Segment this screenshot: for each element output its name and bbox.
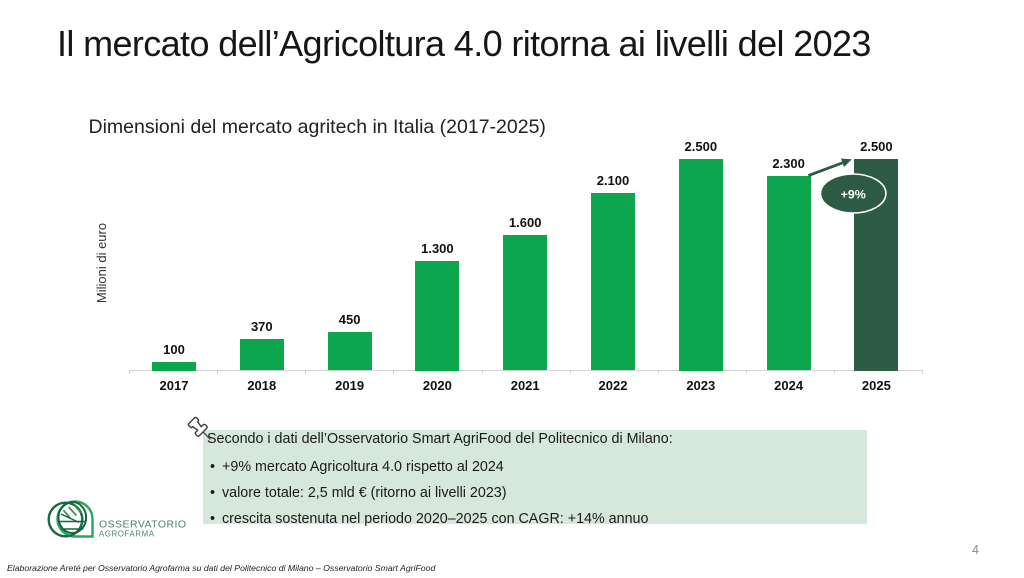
svg-text:+9%: +9% xyxy=(841,188,866,202)
svg-text:AGROFARMA: AGROFARMA xyxy=(99,530,155,539)
svg-text:OSSERVATORIO: OSSERVATORIO xyxy=(99,519,186,531)
